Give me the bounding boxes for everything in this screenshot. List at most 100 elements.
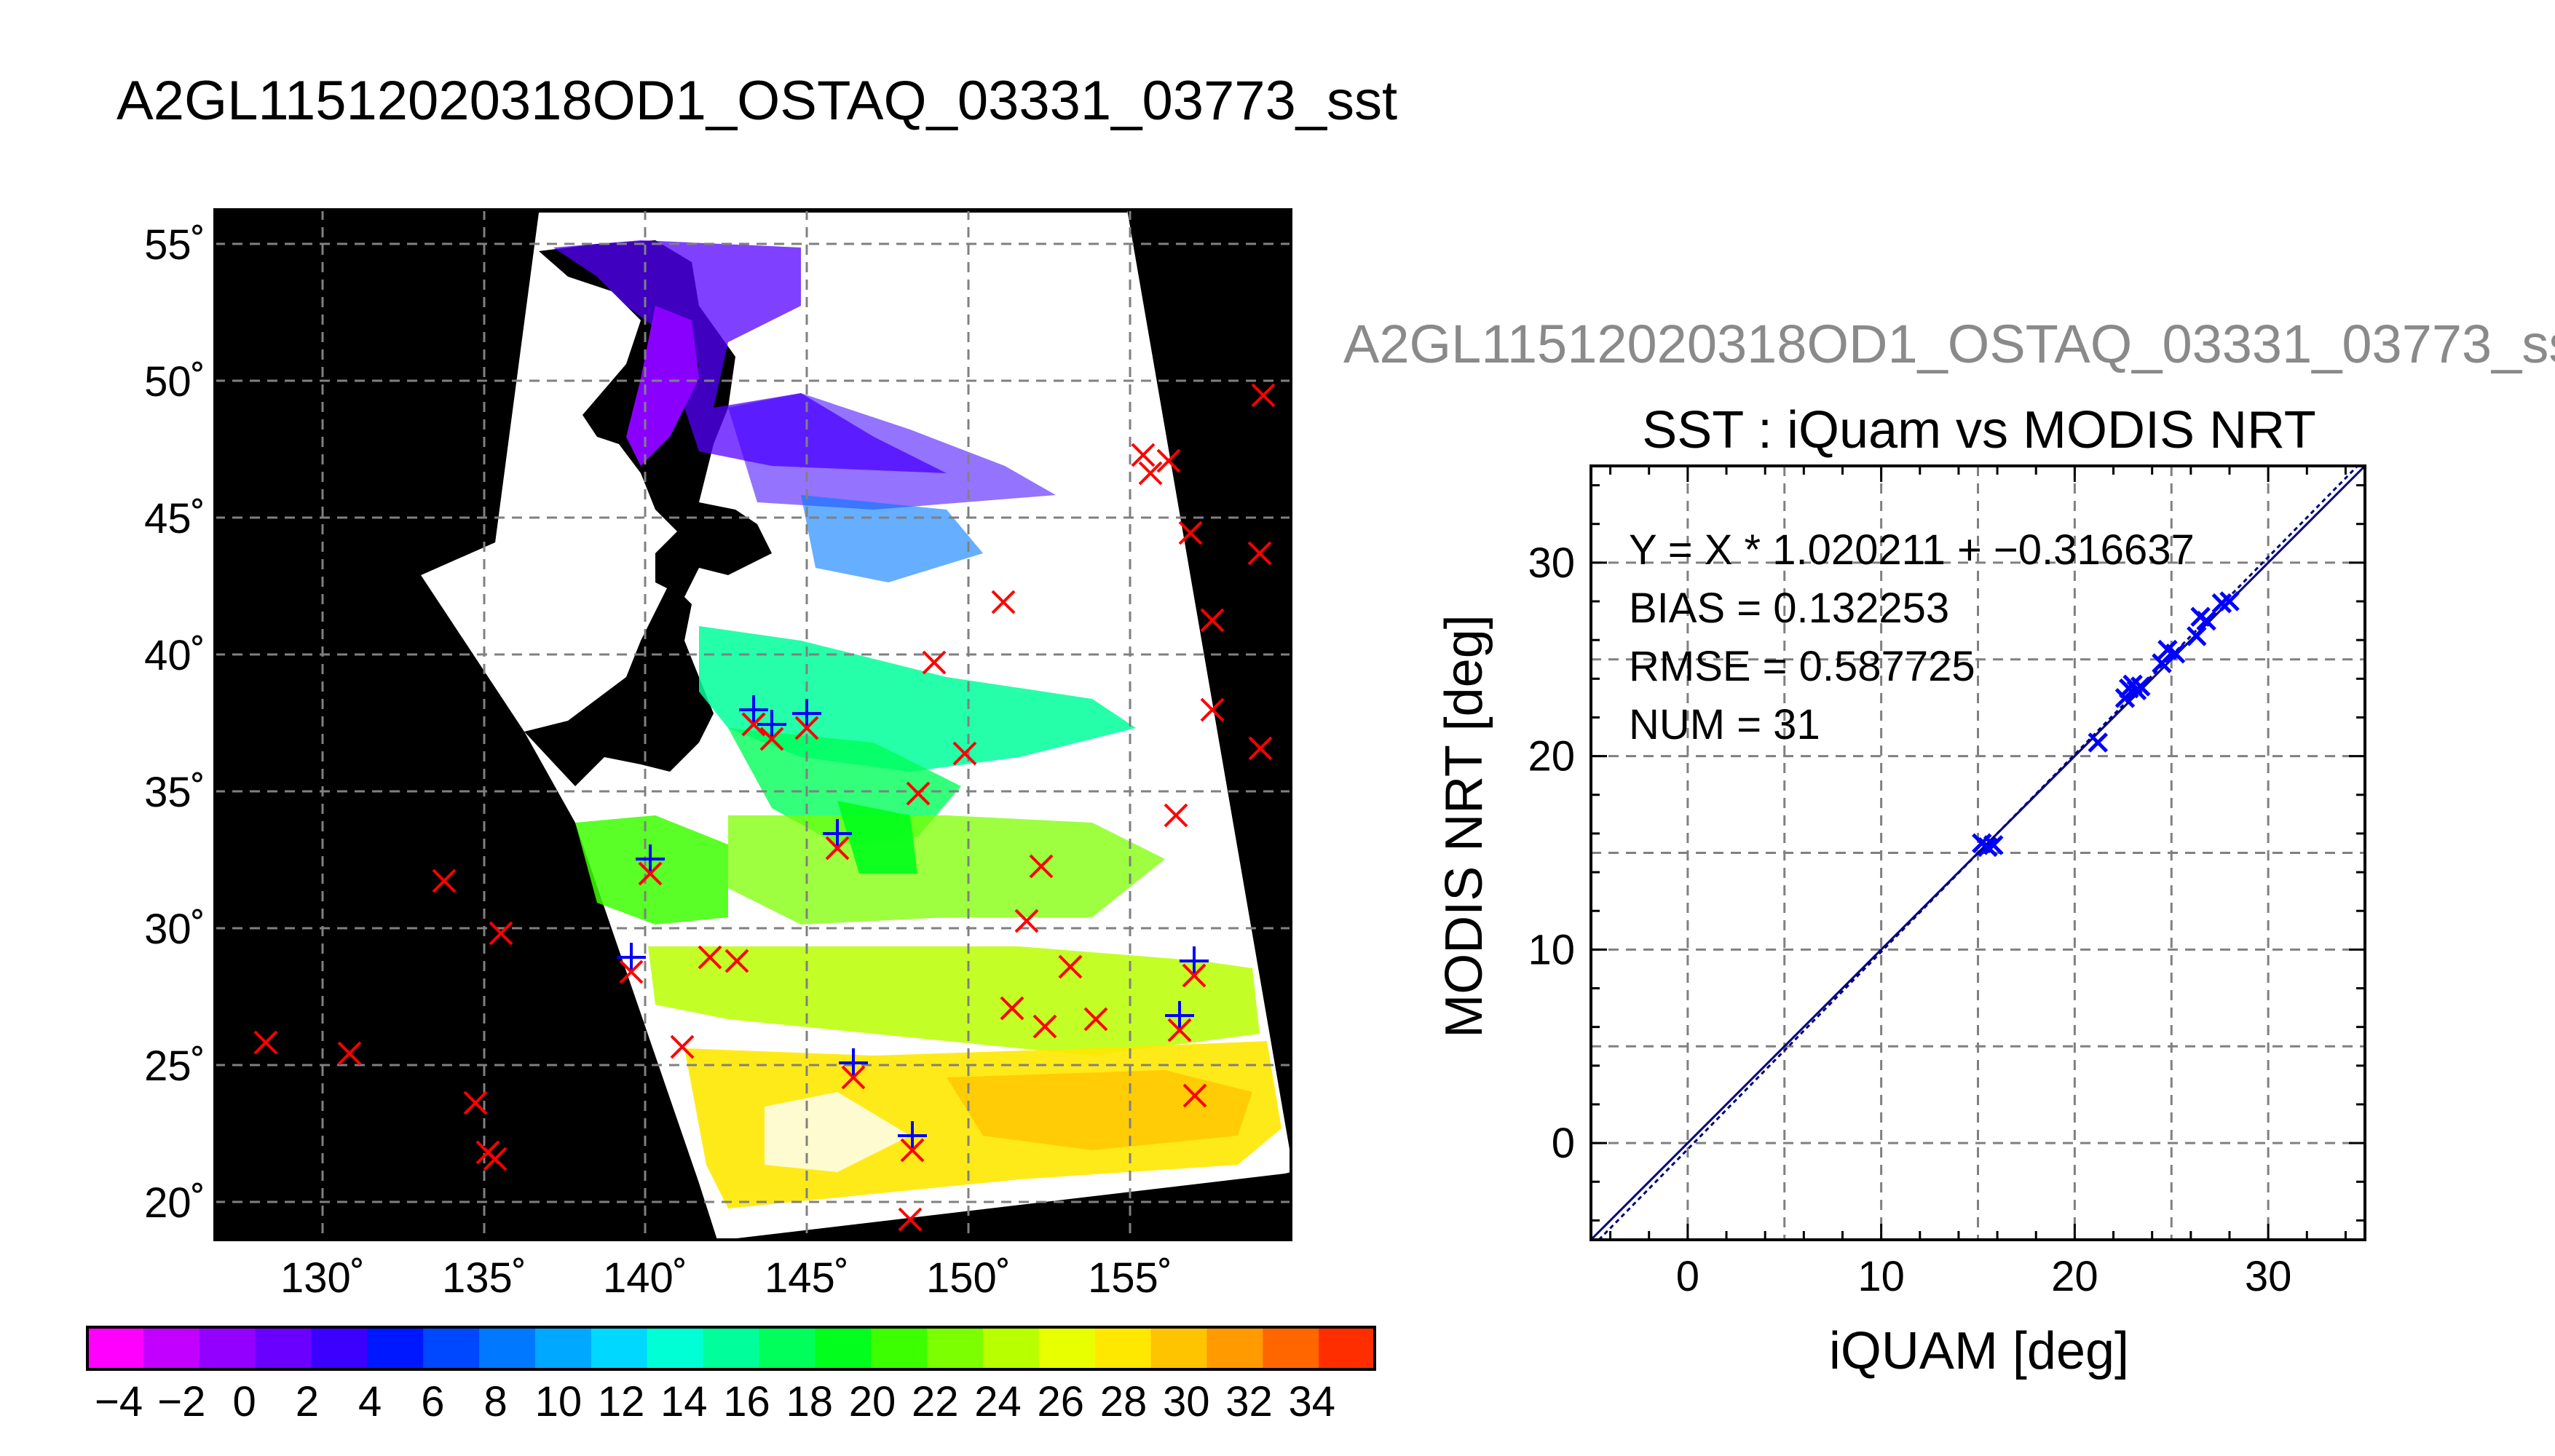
- main-title: A2GL11512020318OD1_OSTAQ_03331_03773_sst: [117, 70, 1398, 132]
- map-lon-labels: 130˚ 135˚ 140˚ 145˚ 150˚ 155˚: [280, 1254, 1172, 1302]
- scatter-point: [1978, 836, 1998, 858]
- lon-label: 155˚: [1088, 1254, 1172, 1302]
- colorbar-tick-label: 8: [483, 1378, 507, 1425]
- colorbar-cell: [423, 1327, 480, 1369]
- lat-label: 20˚: [144, 1179, 205, 1227]
- lon-label: 140˚: [603, 1254, 687, 1302]
- colorbar-cell: [1038, 1327, 1096, 1369]
- scatter-xlabel: iQUAM [deg]: [1829, 1322, 2129, 1380]
- scatter-point: [2088, 732, 2109, 753]
- colorbar-cell: [87, 1327, 144, 1369]
- colorbar-tick-label: 20: [849, 1378, 896, 1425]
- colorbar-cell: [871, 1327, 928, 1369]
- colorbar-cell: [367, 1327, 424, 1369]
- fit-equation: Y = X * 1.020211 + −0.316637: [1629, 526, 2195, 574]
- land-north: [215, 210, 1127, 575]
- scatter-points: [1972, 591, 2240, 858]
- colorbar-tick-label: 0: [232, 1378, 256, 1425]
- lon-label: 130˚: [280, 1254, 365, 1302]
- scatter-annotations: Y = X * 1.020211 + −0.316637 BIAS = 0.13…: [1629, 526, 2195, 748]
- scatter-point: [2152, 653, 2172, 673]
- colorbar: −4 −2 0 2 4 6 8 10 12 14 16 18 20 22 24 26 28 30 32 34: [86, 1326, 1376, 1425]
- scatter-title: SST : iQuam vs MODIS NRT: [1642, 401, 2316, 459]
- colorbar-cell: [982, 1327, 1040, 1369]
- sst-field: [553, 240, 1282, 1208]
- scatter-point: [2165, 644, 2186, 664]
- x-tick-label: 30: [2245, 1253, 2292, 1300]
- lon-label: 145˚: [765, 1254, 849, 1302]
- colorbar-cell: [815, 1327, 872, 1369]
- map-markers-red: [253, 383, 1276, 1232]
- colorbar-tick-label: 34: [1288, 1378, 1335, 1425]
- scatter-point: [2187, 626, 2207, 646]
- scatter-ylabel: MODIS NRT [deg]: [1435, 614, 1493, 1038]
- scatter-point: [2219, 591, 2240, 612]
- scatter-point: [1983, 835, 2004, 855]
- colorbar-cell: [927, 1327, 984, 1369]
- colorbar-cell: [199, 1327, 256, 1369]
- x-tick-label: 20: [2051, 1253, 2098, 1300]
- y-tick-label: 20: [1528, 733, 1575, 780]
- y-tick-label: 10: [1528, 926, 1575, 973]
- colorbar-tick-label: 16: [723, 1378, 770, 1425]
- lat-label: 35˚: [144, 769, 205, 816]
- scatter-grid: [1591, 466, 2365, 1240]
- colorbar-cell: [1150, 1327, 1207, 1369]
- colorbar-tick-label: 30: [1163, 1378, 1210, 1425]
- lat-label: 50˚: [144, 358, 205, 405]
- scatter-frame: [1590, 464, 2366, 1241]
- num-value: NUM = 31: [1629, 701, 1820, 748]
- colorbar-cell: [143, 1327, 200, 1369]
- lat-label: 40˚: [144, 632, 205, 679]
- colorbar-cell: [1207, 1327, 1263, 1369]
- colorbar-tick-label: 24: [974, 1378, 1022, 1425]
- colorbar-cell: [1319, 1327, 1375, 1369]
- x-tick-label: 0: [1676, 1253, 1699, 1300]
- scatter-point: [2130, 676, 2151, 697]
- colorbar-tick-label: −2: [157, 1378, 205, 1425]
- colorbar-tick-label: 28: [1100, 1378, 1148, 1425]
- colorbar-cell: [479, 1327, 536, 1369]
- scatter-header: A2GL11512020318OD1_OSTAQ_03331_03773_sst: [1343, 314, 2555, 374]
- scatter-panel: SST : iQuam vs MODIS NRT MODIS NRT [deg]…: [1435, 401, 2366, 1380]
- identity-line: [1590, 464, 2366, 1241]
- colorbar-frame: [86, 1326, 1376, 1371]
- colorbar-cells: [87, 1327, 1375, 1369]
- lon-label: 150˚: [926, 1254, 1011, 1302]
- colorbar-cell: [591, 1327, 648, 1369]
- lat-label: 45˚: [144, 495, 205, 542]
- lat-label: 30˚: [144, 906, 205, 953]
- lat-label: 25˚: [144, 1042, 205, 1090]
- scatter-point: [2196, 610, 2216, 631]
- colorbar-tick-label: 22: [912, 1378, 959, 1425]
- colorbar-tick-label: 14: [660, 1378, 708, 1425]
- colorbar-tick-label: 10: [535, 1378, 583, 1425]
- colorbar-tick-label: −4: [95, 1378, 143, 1425]
- colorbar-cell: [255, 1327, 312, 1369]
- y-tick-label: 30: [1528, 539, 1575, 587]
- rmse-value: RMSE = 0.587725: [1629, 643, 1975, 690]
- colorbar-tick-label: 6: [421, 1378, 444, 1425]
- y-tick-label: 0: [1552, 1120, 1575, 1167]
- colorbar-cell: [759, 1327, 816, 1369]
- map-markers-blue: [617, 695, 1209, 1163]
- scatter-ytick-labels: 0 10 20 30: [1528, 539, 1575, 1167]
- colorbar-tick-label: 12: [598, 1378, 645, 1425]
- colorbar-tick-label: 18: [786, 1378, 834, 1425]
- scatter-ticks: [1591, 466, 2365, 1240]
- scatter-xtick-labels: 0 10 20 30: [1676, 1253, 2292, 1300]
- colorbar-tick-label: 32: [1225, 1378, 1273, 1425]
- lat-label: 55˚: [144, 221, 205, 269]
- map-lat-labels: 55˚ 50˚ 45˚ 40˚ 35˚ 30˚ 25˚ 20˚: [144, 221, 205, 1227]
- colorbar-cell: [534, 1327, 592, 1369]
- colorbar-labels: −4 −2 0 2 4 6 8 10 12 14 16 18 20 22 24 26 28 30 32 34: [95, 1378, 1335, 1425]
- colorbar-tick-label: 4: [358, 1378, 382, 1425]
- colorbar-cell: [1263, 1327, 1319, 1369]
- bias-value: BIAS = 0.132253: [1629, 585, 1949, 632]
- lon-label: 135˚: [442, 1254, 526, 1302]
- colorbar-tick-label: 2: [296, 1378, 319, 1425]
- x-tick-label: 10: [1857, 1253, 1905, 1300]
- land-hokkaido: [655, 502, 772, 597]
- land-honshu: [524, 582, 714, 786]
